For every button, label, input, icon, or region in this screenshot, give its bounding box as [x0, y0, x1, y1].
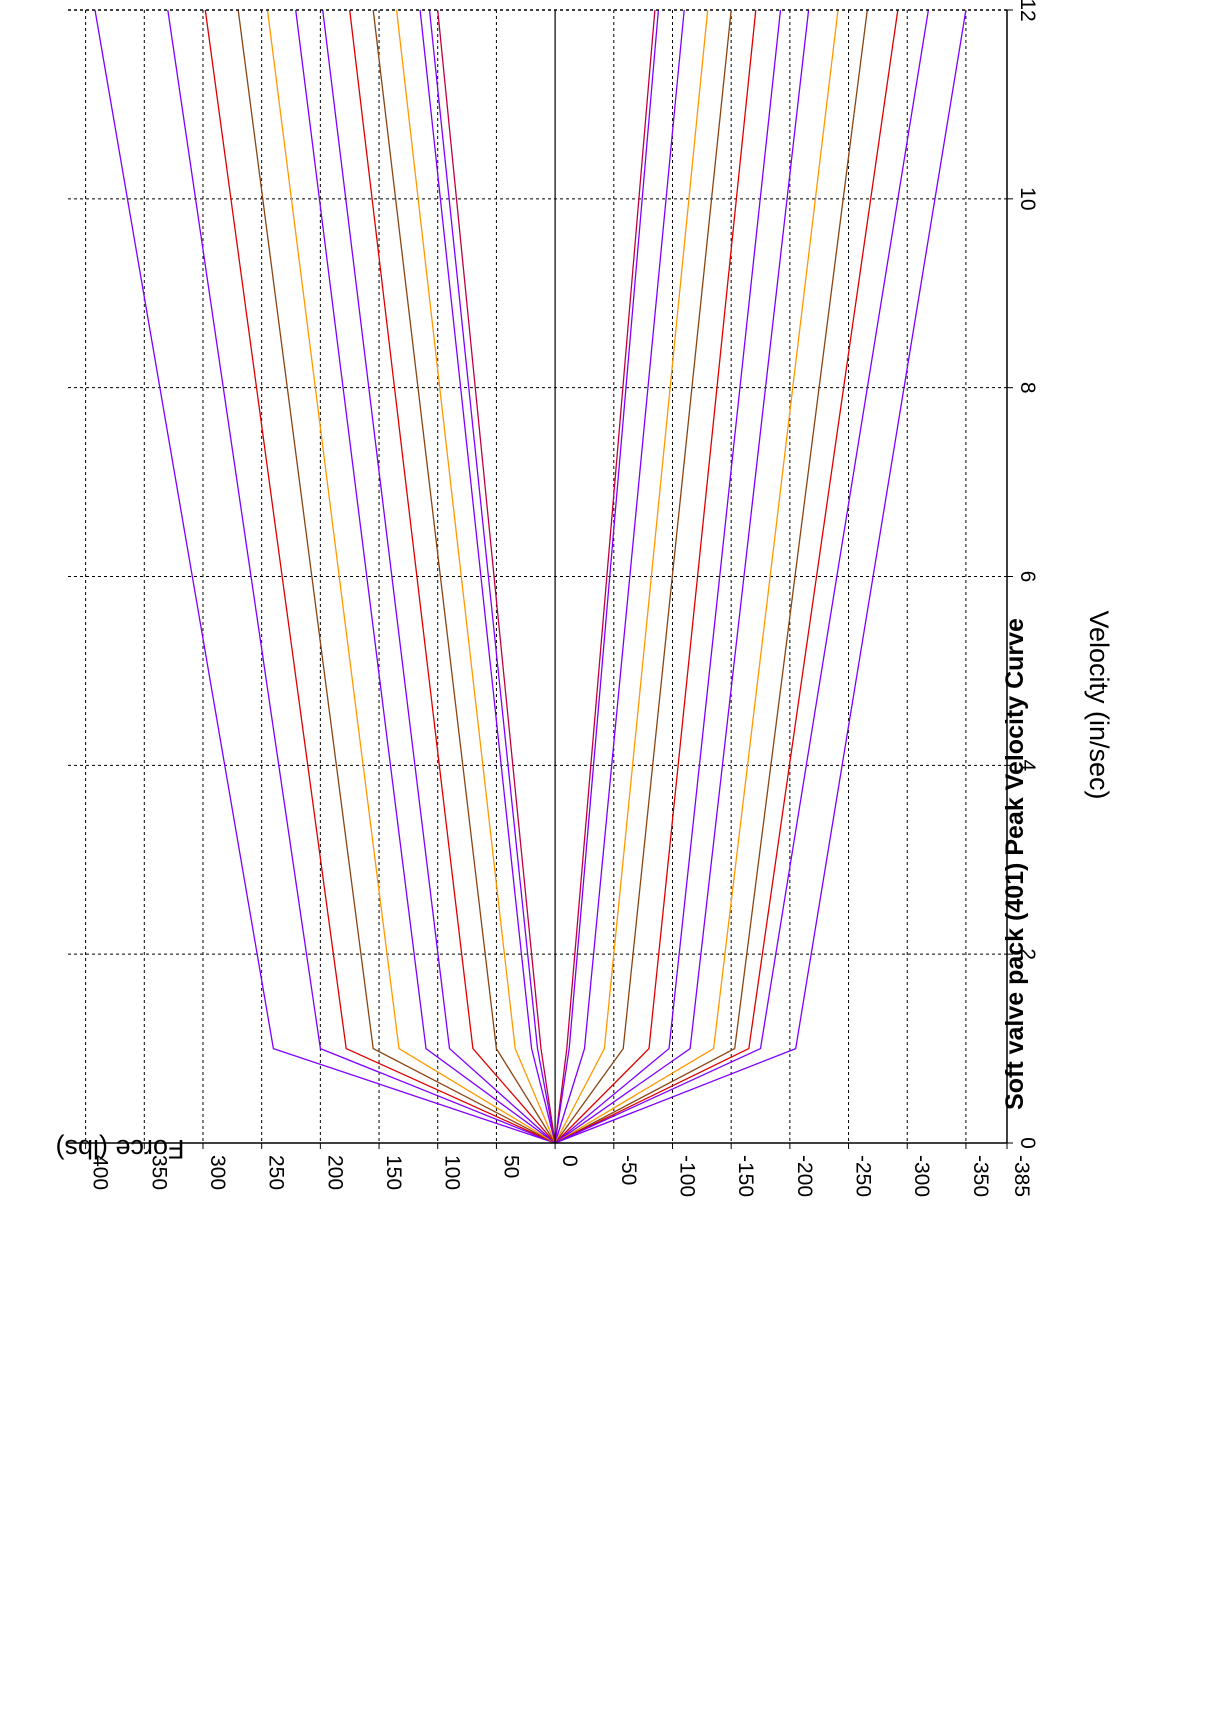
series-line-15 — [554, 9, 660, 1144]
x-tick-label: 12 — [1016, 0, 1039, 22]
series-line-11 — [419, 9, 556, 1144]
series-line-14 — [554, 9, 656, 1144]
y-tick-label: 300 — [206, 1155, 229, 1190]
series-line-5 — [266, 9, 556, 1144]
x-tick-label: 2 — [1016, 948, 1039, 960]
series-line-20 — [554, 9, 782, 1144]
x-tick-label: 4 — [1016, 759, 1039, 771]
x-tick-label: 8 — [1016, 382, 1039, 394]
y-tick-label: -385 — [1010, 1155, 1033, 1197]
series-line-13 — [437, 9, 556, 1144]
y-axis-label: Force (lbs) — [55, 1134, 184, 1164]
y-tick-label: -50 — [617, 1155, 640, 1185]
series-lines — [94, 9, 967, 1144]
y-tick-label: -200 — [793, 1155, 816, 1197]
x-tick-label: 10 — [1016, 187, 1039, 210]
y-tick-label: 150 — [382, 1155, 405, 1190]
y-tick-label: -300 — [910, 1155, 933, 1197]
y-tick-label: -100 — [675, 1155, 698, 1197]
chart-title: Soft valve pack (401) Peak Velocity Curv… — [1001, 618, 1029, 1110]
series-line-26 — [554, 9, 967, 1144]
series-line-19 — [554, 9, 757, 1144]
y-tick-label: -150 — [734, 1155, 757, 1197]
grid — [68, 9, 1007, 1143]
series-line-10 — [395, 9, 556, 1144]
series-line-23 — [554, 9, 868, 1144]
y-tick-label: 250 — [265, 1155, 288, 1190]
series-line-16 — [554, 9, 685, 1144]
x-tick-label: 6 — [1016, 571, 1039, 583]
y-tick-label: 0 — [558, 1155, 581, 1167]
x-axis-label: Velocity (in/sec) — [1084, 610, 1114, 799]
series-line-1 — [94, 9, 556, 1144]
tick-labels: 0 2 4 6 8 10 12 400 350 300 250 200 150 100 50 0 -50 -100… — [85, 0, 1039, 1197]
series-line-24 — [554, 9, 899, 1144]
y-tick-label: 400 — [89, 1155, 112, 1190]
series-line-7 — [322, 9, 556, 1144]
series-line-3 — [204, 9, 556, 1144]
series-line-9 — [372, 9, 556, 1144]
series-line-2 — [167, 9, 556, 1144]
series-line-21 — [554, 9, 810, 1144]
y-tick-label: 50 — [499, 1155, 522, 1178]
y-tick-label: -250 — [852, 1155, 875, 1197]
series-line-18 — [554, 9, 732, 1144]
y-tick-label: -350 — [969, 1155, 992, 1197]
series-line-6 — [295, 9, 556, 1144]
series-line-12 — [428, 9, 556, 1144]
x-tick-label: 0 — [1016, 1137, 1039, 1149]
series-line-25 — [554, 9, 930, 1144]
series-line-17 — [554, 9, 709, 1144]
y-tick-label: 100 — [441, 1155, 464, 1190]
y-tick-label: 350 — [147, 1155, 170, 1190]
y-tick-label: 200 — [323, 1155, 346, 1190]
series-line-8 — [349, 9, 556, 1144]
series-line-4 — [237, 9, 556, 1144]
series-line-22 — [554, 9, 839, 1144]
